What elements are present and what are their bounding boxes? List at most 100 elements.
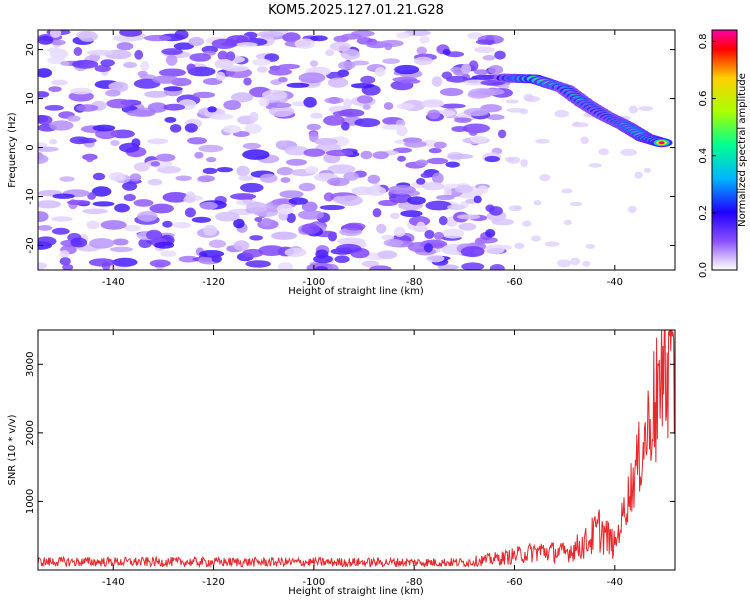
heatmap-cell xyxy=(119,142,140,153)
heatmap-cell xyxy=(268,102,292,108)
heatmap-cell xyxy=(588,163,602,168)
heatmap-cell xyxy=(325,49,334,56)
heatmap-cell xyxy=(152,75,179,84)
heatmap-cell xyxy=(327,177,350,187)
heatmap-cell xyxy=(310,112,324,119)
heatmap-cell xyxy=(244,123,262,134)
heatmap-cell xyxy=(514,242,525,249)
heatmap-cell xyxy=(38,154,49,164)
heatmap-cell xyxy=(272,199,287,206)
heatmap-cell xyxy=(134,49,144,60)
heatmap-cell xyxy=(494,50,506,60)
heatmap-cell xyxy=(367,174,381,184)
heatmap-cell xyxy=(124,224,142,232)
heatmap-cell xyxy=(146,229,163,241)
heatmap-cell xyxy=(381,124,406,130)
heatmap-cell xyxy=(278,76,288,83)
y-tick-label: 20 xyxy=(25,43,36,56)
heatmap-cell xyxy=(94,64,111,73)
heatmap-cell xyxy=(474,69,489,75)
heatmap-cell xyxy=(282,32,301,43)
heatmap-cell xyxy=(298,72,326,84)
x-tick-label: -100 xyxy=(303,277,326,288)
heatmap-cell xyxy=(164,116,177,123)
heatmap-cell xyxy=(50,39,66,46)
heatmap-cell xyxy=(215,211,240,222)
heatmap-cell xyxy=(49,120,74,131)
heatmap-cell xyxy=(38,146,59,152)
heatmap-cell xyxy=(356,95,373,104)
heatmap-cell xyxy=(38,35,54,45)
heatmap-cell xyxy=(215,71,226,82)
top-x-axis-label: Height of straight line (km) xyxy=(288,286,424,297)
heatmap-cell xyxy=(413,56,433,66)
heatmap-cell xyxy=(137,70,148,77)
heatmap-frame xyxy=(37,29,676,271)
heatmap-cell xyxy=(372,208,382,218)
heatmap-cell xyxy=(327,77,349,88)
heatmap-cell xyxy=(223,125,242,134)
heatmap-cell xyxy=(482,55,496,61)
heatmap-cell xyxy=(140,60,150,71)
heatmap-cell xyxy=(110,129,135,139)
heatmap-cell xyxy=(38,211,49,222)
heatmap-cell xyxy=(384,42,393,51)
heatmap-cell xyxy=(620,148,638,156)
heatmap-panel: -140 -120 -100 -80 -60 -40 20 10 0 -10 -20 Height… xyxy=(7,29,676,297)
heatmap-cell xyxy=(72,59,99,69)
bottom-y-ticks: 1000 2000 3000 xyxy=(25,352,675,514)
heatmap-cell xyxy=(47,56,66,65)
heatmap-cell xyxy=(504,156,515,162)
heatmap-cell xyxy=(376,223,387,234)
heatmap-cell xyxy=(361,260,380,268)
snr-panel: -140 -120 -100 -80 -60 -40 1000 2000 3000 Heigh… xyxy=(7,329,676,597)
heatmap-cell xyxy=(85,153,94,163)
heatmap-cell xyxy=(341,121,350,131)
heatmap-cell xyxy=(497,129,507,139)
heatmap-cell xyxy=(47,47,61,53)
heatmap-cell xyxy=(488,65,504,75)
heatmap-signal-track xyxy=(493,73,673,148)
heatmap-cell xyxy=(442,48,451,56)
heatmap-cell xyxy=(396,32,411,39)
heatmap-cell xyxy=(343,172,359,181)
heatmap-cell xyxy=(284,145,310,156)
heatmap-cell xyxy=(67,115,81,122)
heatmap-cell xyxy=(217,50,228,61)
heatmap-cell xyxy=(456,214,481,220)
heatmap-cell xyxy=(88,258,116,267)
colorbar-tick-label: 0.0 xyxy=(698,262,709,278)
heatmap-cell xyxy=(491,218,515,226)
heatmap-cell xyxy=(383,239,404,247)
heatmap-cell xyxy=(471,74,497,80)
heatmap-cell xyxy=(484,244,505,255)
heatmap-cell xyxy=(51,79,68,86)
heatmap-cell xyxy=(325,264,339,270)
heatmap-cell xyxy=(155,153,176,162)
heatmap-cell xyxy=(420,172,433,178)
heatmap-cell xyxy=(260,217,273,227)
heatmap-cell xyxy=(147,178,163,186)
heatmap-cell xyxy=(242,248,264,258)
heatmap-cell xyxy=(62,264,74,270)
heatmap-cell xyxy=(223,100,242,110)
heatmap-cell xyxy=(112,238,129,246)
heatmap-cell xyxy=(394,226,406,237)
heatmap-cell xyxy=(455,185,474,194)
heatmap-cell xyxy=(304,166,319,174)
heatmap-cell xyxy=(210,113,234,120)
heatmap-cell xyxy=(100,220,127,230)
heatmap-cell xyxy=(354,118,381,128)
heatmap-cell xyxy=(628,105,638,114)
heatmap-cell xyxy=(399,79,421,84)
heatmap-cell xyxy=(187,137,208,145)
heatmap-cell xyxy=(461,262,485,270)
heatmap-cell xyxy=(535,138,550,144)
heatmap-cell xyxy=(381,234,395,241)
heatmap-cell xyxy=(38,236,57,247)
heatmap-cell xyxy=(150,161,161,167)
heatmap-cell xyxy=(114,203,130,213)
heatmap-cell xyxy=(123,62,137,68)
heatmap-cell xyxy=(310,35,328,42)
colorbar-tick-label: 0.8 xyxy=(698,33,709,49)
